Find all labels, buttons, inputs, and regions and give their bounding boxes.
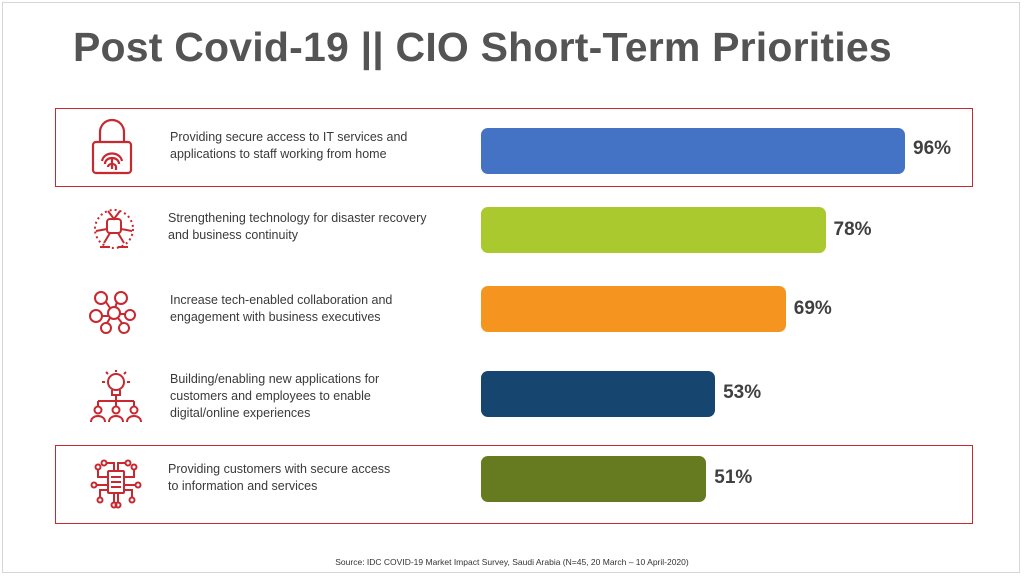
value-label-4: 53% bbox=[723, 382, 762, 403]
circuit-document-icon bbox=[90, 459, 142, 509]
value-label-5: 51% bbox=[714, 467, 753, 488]
page-title: Post Covid-19 || CIO Short-Term Prioriti… bbox=[73, 24, 892, 70]
hands-together-icon bbox=[94, 209, 134, 249]
category-label-1: Providing secure access to IT services a… bbox=[170, 130, 408, 161]
highlight-box-row-5 bbox=[55, 445, 973, 524]
source-note: Source: IDC COVID-19 Market Impact Surve… bbox=[335, 557, 689, 567]
highlight-box-row-1 bbox=[55, 108, 973, 187]
bar-2 bbox=[481, 207, 826, 253]
category-label-2: Strengthening technology for disaster re… bbox=[168, 211, 427, 242]
category-label-4: Building/enabling new applications for c… bbox=[170, 372, 380, 420]
lightbulb-people-icon bbox=[90, 370, 142, 423]
bar-3 bbox=[481, 286, 786, 332]
category-label-5: Providing customers with secure access t… bbox=[168, 462, 391, 493]
bar-1 bbox=[481, 128, 905, 174]
value-label-3: 69% bbox=[793, 298, 832, 319]
value-label-2: 78% bbox=[833, 219, 872, 240]
category-label-3: Increase tech-enabled collaboration and … bbox=[170, 293, 393, 324]
collaboration-network-icon bbox=[89, 291, 136, 334]
bar-5 bbox=[481, 456, 707, 502]
value-label-1: 96% bbox=[913, 138, 952, 159]
bar-4 bbox=[481, 371, 716, 417]
fingerprint-lock-icon bbox=[91, 118, 133, 175]
